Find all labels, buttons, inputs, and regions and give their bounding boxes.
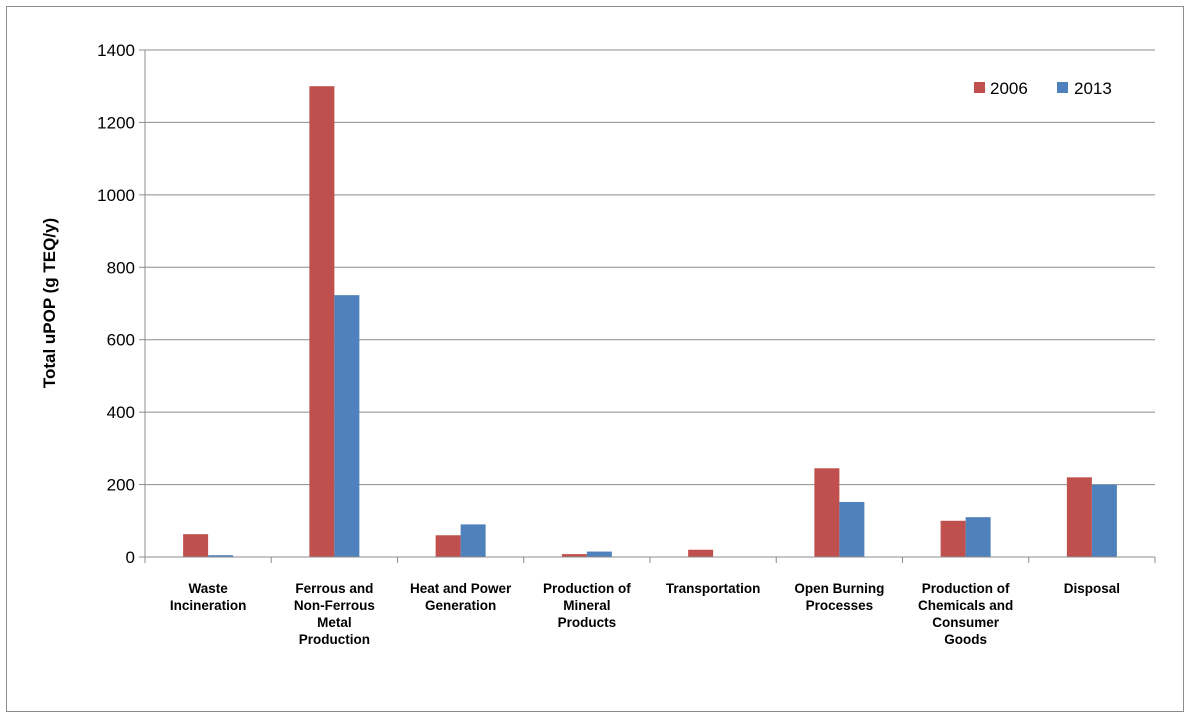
x-category-label: Disposal xyxy=(1064,581,1120,596)
bar-2006 xyxy=(688,549,714,557)
y-tick-label: 0 xyxy=(126,548,135,567)
chart-frame: 0 200 400 600 800 1000 1200 1400 Waste Incinerat… xyxy=(6,6,1184,712)
y-tick-label: 1200 xyxy=(97,113,135,132)
x-category-label: Production of Chemicals and Consumer Goods xyxy=(918,581,1013,647)
bar-2013 xyxy=(965,517,991,557)
y-tick-label: 200 xyxy=(107,476,135,495)
bar-2013 xyxy=(208,555,234,557)
bar-2013 xyxy=(1091,484,1117,557)
bar-2006 xyxy=(309,86,335,557)
bar-2006 xyxy=(1066,477,1092,557)
x-category-labels: Waste Incineration Ferrous and Non-Ferrous M… xyxy=(170,581,1120,647)
bar-2006 xyxy=(435,535,461,557)
y-tick-label: 400 xyxy=(107,403,135,422)
bars xyxy=(183,86,1117,557)
bar-2013 xyxy=(334,295,360,557)
x-category-label: Transportation xyxy=(666,581,761,596)
x-category-label: Production of Mineral Products xyxy=(543,581,631,630)
x-category-label: Heat and Power Generation xyxy=(410,581,512,613)
legend-label-2006: 2006 xyxy=(990,79,1028,98)
bar-2006 xyxy=(940,520,966,557)
x-category-label: Waste Incineration xyxy=(170,581,247,613)
gridlines xyxy=(145,49,1155,486)
bar-2013 xyxy=(586,551,612,557)
y-tick-label: 1400 xyxy=(97,41,135,60)
y-tick-labels: 0 200 400 600 800 1000 1200 1400 xyxy=(97,41,135,567)
bar-2006 xyxy=(561,554,587,557)
bar-2006 xyxy=(183,534,209,557)
bar-2013 xyxy=(839,501,865,557)
y-axis-title: Total uPOP (g TEQ/y) xyxy=(40,218,59,388)
bar-chart: 0 200 400 600 800 1000 1200 1400 Waste Incinerat… xyxy=(40,41,1156,647)
y-tick-label: 800 xyxy=(107,258,135,277)
bar-2006 xyxy=(814,468,840,557)
y-tick-label: 1000 xyxy=(97,186,135,205)
legend-label-2013: 2013 xyxy=(1074,79,1112,98)
x-category-label: Ferrous and Non-Ferrous Metal Production xyxy=(294,581,375,647)
bar-2013 xyxy=(460,524,486,557)
x-category-label: Open Burning Processes xyxy=(794,581,884,613)
legend-swatch-2013 xyxy=(1057,82,1068,93)
legend: 2006 2013 xyxy=(974,79,1112,98)
axes xyxy=(139,49,1156,563)
legend-swatch-2006 xyxy=(974,82,985,93)
y-tick-label: 600 xyxy=(107,331,135,350)
